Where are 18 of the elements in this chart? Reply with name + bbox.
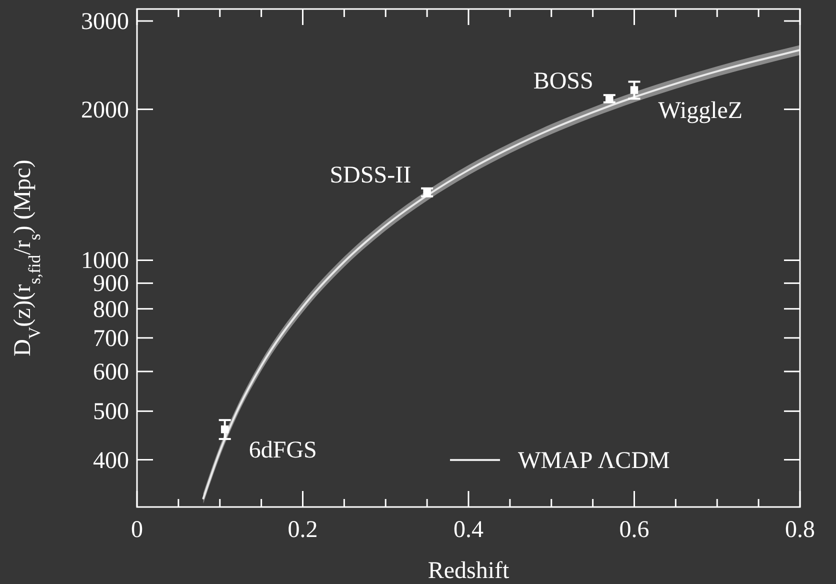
x-tick-label: 0.6	[619, 517, 650, 543]
x-tick-label: 0.2	[288, 517, 318, 543]
annotation: SDSS-II	[330, 162, 412, 188]
annotation: 6dFGS	[248, 437, 317, 464]
annotation: WiggleZ	[658, 98, 743, 124]
y-tick-label: 800	[93, 296, 129, 323]
legend-label: WMAP ΛCDM	[518, 448, 670, 474]
y-tick-label: 500	[93, 399, 129, 426]
x-axis-title: Redshift	[428, 558, 510, 584]
x-tick-label: 0.4	[454, 517, 484, 543]
y-tick-label: 700	[93, 326, 129, 352]
annotation: BOSS	[533, 68, 594, 95]
x-tick-label: 0.8	[785, 517, 815, 543]
y-tick-label: 400	[93, 448, 129, 474]
y-tick-label: 3000	[81, 9, 129, 36]
x-tick-label: 0	[131, 517, 143, 543]
y-tick-label: 2000	[81, 97, 129, 124]
y-tick-label: 600	[93, 359, 129, 386]
